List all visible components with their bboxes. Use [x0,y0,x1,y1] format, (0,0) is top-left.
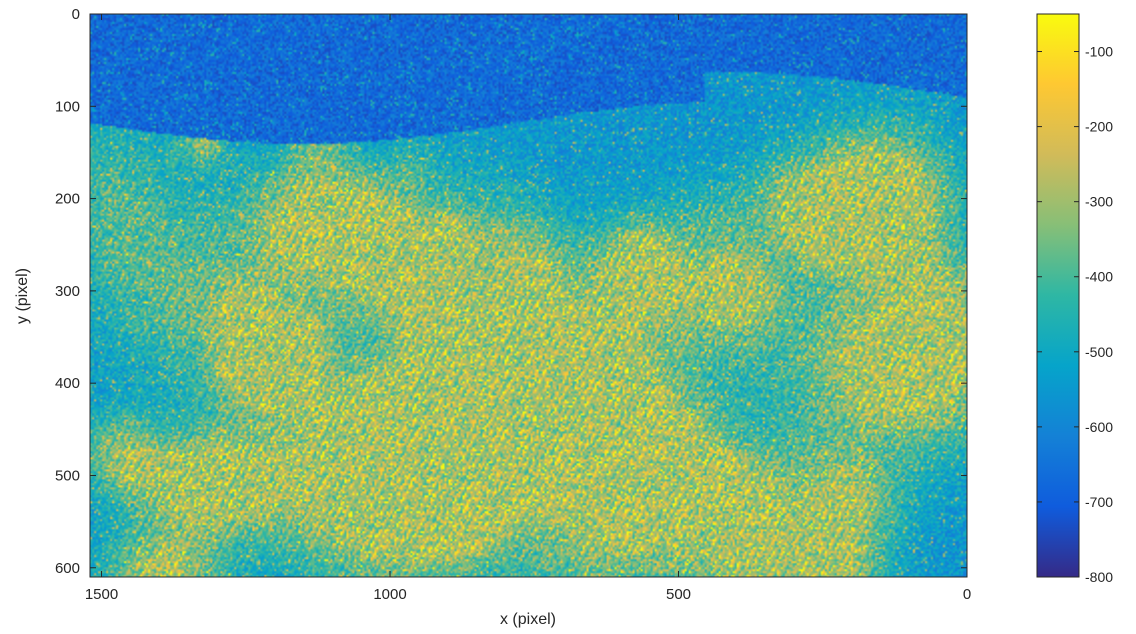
colorbar-tick-label: -800 [1085,569,1113,585]
colorbar-ticks: -100 -200 -300 -400 -500 -600 -700 -800 [1037,44,1113,585]
x-tick-label: 0 [963,586,971,603]
colorbar: -100 -200 -300 -400 -500 -600 -700 -800 [1036,13,1113,585]
y-tick-label: 600 [55,560,80,577]
y-tick-label: 300 [55,283,80,300]
colorbar-tick-label: -100 [1085,44,1113,60]
y-axis-ticks: 0 100 200 300 400 500 600 [55,6,967,577]
y-tick-label: 200 [55,191,80,208]
colorbar-tick-label: -600 [1085,419,1113,435]
colorbar-gradient [1036,13,1080,578]
y-tick-label: 500 [55,467,80,484]
heatmap-image [90,14,967,577]
x-tick-label: 1500 [85,586,118,603]
colorbar-tick-label: -700 [1085,494,1113,510]
x-axis-label: x (pixel) [500,611,556,628]
heatmap-plot-area [89,13,968,578]
x-axis-ticks: 1500 1000 500 0 [85,14,971,603]
x-tick-label: 1000 [373,586,406,603]
y-tick-label: 100 [55,98,80,115]
y-tick-label: 0 [72,6,80,23]
colorbar-tick-label: -500 [1085,344,1113,360]
colorbar-tick-label: -300 [1085,194,1113,210]
plot-frame [89,13,968,578]
x-tick-label: 500 [666,586,691,603]
y-axis-label: y (pixel) [14,268,31,324]
colorbar-tick-label: -200 [1085,119,1113,135]
y-tick-label: 400 [55,375,80,392]
colorbar-tick-label: -400 [1085,269,1113,285]
